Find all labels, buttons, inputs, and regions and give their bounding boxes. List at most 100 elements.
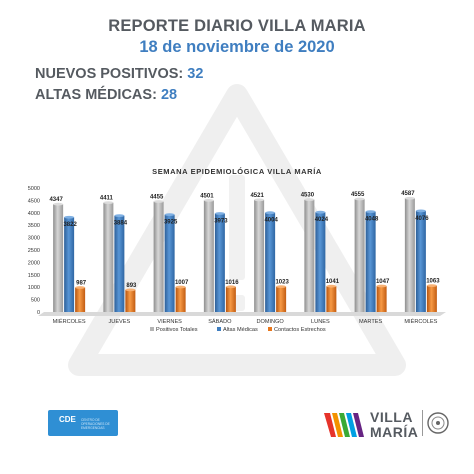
bar-contactos-estrechos — [376, 286, 387, 312]
y-tick-label: 4500 — [28, 198, 40, 204]
city-seal-icon — [422, 410, 449, 436]
new-positives-value: 32 — [187, 66, 204, 82]
y-tick-label: 3500 — [28, 223, 40, 229]
cde-logo: CDE CENTRO DE OPERACIONES DE EMERGENCIAS — [48, 410, 118, 436]
label-contactos-estrechos: 1041 — [326, 279, 340, 285]
bar-altas-medicas — [214, 213, 225, 312]
villa-maria-wordmark: VILLA MARÍA — [370, 410, 418, 440]
bar-positivos-totales-cap — [53, 202, 64, 206]
bar-positivos-totales — [103, 202, 114, 312]
label-altas-medicas: 3925 — [164, 220, 178, 226]
bar-altas-medicas-cap — [365, 210, 376, 214]
bar-positivos-totales-cap — [103, 201, 114, 205]
label-positivos-totales: 4411 — [100, 196, 114, 202]
cde-label: CDE — [59, 415, 76, 424]
x-category-label: VIERNES — [157, 319, 182, 325]
brand-line-2: MARÍA — [370, 424, 419, 440]
bar-contactos-estrechos-cap — [125, 288, 136, 292]
label-altas-medicas: 3973 — [214, 218, 228, 224]
label-positivos-totales: 4587 — [401, 191, 415, 197]
label-altas-medicas: 3884 — [114, 221, 128, 227]
bar-positivos-totales-cap — [404, 196, 415, 200]
label-altas-medicas: 4024 — [315, 217, 329, 223]
bar-contactos-estrechos-cap — [225, 285, 236, 289]
label-contactos-estrechos: 1007 — [175, 280, 189, 286]
brand-line-1: VILLA — [370, 409, 413, 425]
x-category-label: JUEVES — [108, 319, 130, 325]
bar-altas-medicas-cap — [265, 211, 276, 215]
y-tick-label: 5000 — [28, 186, 40, 192]
bar-contactos-estrechos-cap — [276, 285, 287, 289]
vm-logo-icon — [324, 413, 364, 437]
bar-contactos-estrechos — [276, 286, 287, 312]
bar-contactos-estrechos — [125, 289, 136, 312]
bar-positivos-totales — [203, 200, 214, 312]
label-altas-medicas: 4048 — [365, 217, 379, 223]
bar-contactos-estrechos — [326, 286, 337, 312]
bar-altas-medicas-cap — [114, 214, 125, 218]
bar-altas-medicas-cap — [164, 213, 175, 217]
y-tick-label: 0 — [37, 310, 40, 316]
bar-positivos-totales — [404, 198, 415, 312]
bar-contactos-estrechos — [426, 285, 437, 312]
x-category-label: MIÉRCOLES — [404, 318, 437, 325]
bar-positivos-totales-cap — [254, 198, 265, 202]
label-altas-medicas: 3822 — [63, 222, 77, 228]
x-category-label: DOMINGO — [256, 319, 284, 325]
bar-positivos-totales-cap — [304, 198, 315, 202]
bar-altas-medicas — [114, 215, 125, 312]
x-category-label: MARTES — [359, 319, 382, 325]
bar-altas-medicas-cap — [64, 215, 75, 219]
villa-maria-logo: VILLA MARÍA — [322, 406, 449, 444]
cde-subtitle: CENTRO DE OPERACIONES DE EMERGENCIAS — [81, 418, 110, 430]
label-contactos-estrechos: 1016 — [225, 280, 239, 286]
label-altas-medicas: 4076 — [415, 216, 429, 222]
bar-contactos-estrechos-cap — [376, 284, 387, 288]
report-title: REPORTE DIARIO VILLA MARIA — [108, 17, 366, 35]
bar-altas-medicas — [64, 217, 75, 312]
y-tick-label: 2000 — [28, 260, 40, 266]
discharges-stat: ALTAS MÉDICAS: 28 — [35, 87, 177, 103]
bar-positivos-totales-cap — [203, 198, 214, 202]
label-contactos-estrechos: 1047 — [376, 279, 390, 285]
bar-altas-medicas-cap — [315, 210, 326, 214]
y-tick-label: 3000 — [28, 236, 40, 242]
new-positives-stat: NUEVOS POSITIVOS: 32 — [35, 66, 203, 82]
legend-entry: Positivos Totales — [156, 327, 198, 333]
bar-positivos-totales — [354, 199, 365, 312]
chart-floor — [38, 312, 446, 316]
bar-contactos-estrechos — [175, 287, 186, 312]
bar-positivos-totales — [304, 199, 315, 312]
x-category-label: LUNES — [311, 319, 330, 325]
bar-contactos-estrechos-cap — [75, 286, 86, 289]
legend-swatch — [150, 327, 154, 331]
bar-contactos-estrechos-cap — [175, 285, 186, 289]
bar-positivos-totales-cap — [354, 197, 365, 201]
x-category-label: SÁBADO — [208, 318, 232, 325]
bar-contactos-estrechos-cap — [326, 284, 337, 288]
bar-altas-medicas-cap — [415, 209, 426, 213]
label-altas-medicas: 4004 — [264, 218, 278, 224]
bar-altas-medicas-cap — [214, 212, 225, 215]
label-positivos-totales: 4521 — [250, 193, 264, 199]
y-tick-label: 2500 — [28, 248, 40, 254]
y-tick-label: 1000 — [28, 285, 40, 291]
bar-altas-medicas — [365, 211, 376, 312]
discharges-value: 28 — [160, 87, 178, 103]
label-contactos-estrechos: 987 — [76, 281, 87, 287]
bar-altas-medicas — [265, 212, 276, 312]
new-positives-label: NUEVOS POSITIVOS: — [35, 66, 184, 82]
y-tick-label: 500 — [31, 298, 40, 304]
bar-contactos-estrechos — [225, 286, 236, 312]
bar-positivos-totales — [153, 201, 164, 312]
legend-swatch — [268, 327, 272, 331]
bar-contactos-estrechos — [75, 287, 86, 312]
y-tick-label: 4000 — [28, 211, 40, 217]
x-category-label: MIÉRCOLES — [53, 318, 86, 325]
label-positivos-totales: 4455 — [150, 195, 164, 201]
discharges-label: ALTAS MÉDICAS: — [35, 87, 157, 103]
label-contactos-estrechos: 1023 — [275, 280, 289, 286]
bar-altas-medicas — [164, 214, 175, 312]
y-tick-label: 1500 — [28, 273, 40, 279]
